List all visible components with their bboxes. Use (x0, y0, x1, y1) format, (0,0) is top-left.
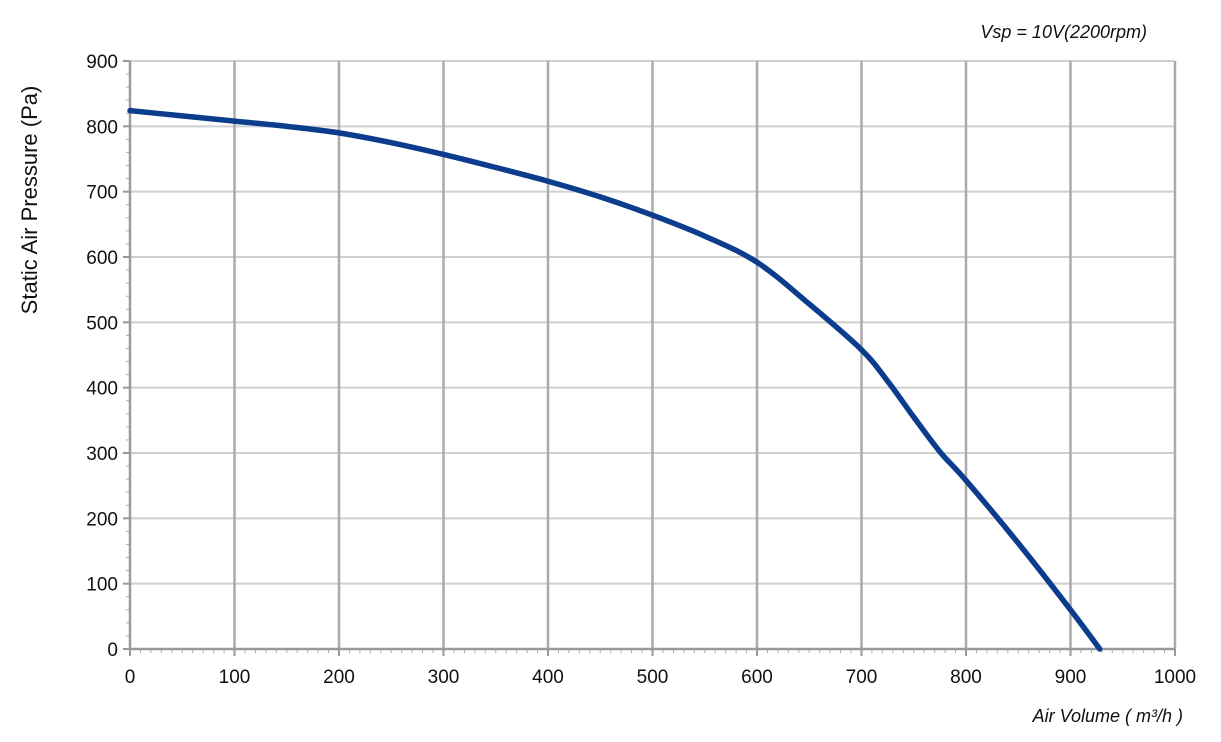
y-tick-labels: 0 100 200 300 400 500 600 700 800 900 (86, 52, 118, 661)
y-tick-label: 700 (86, 183, 118, 204)
y-tick-label: 500 (86, 313, 118, 334)
x-tick-label: 1000 (1154, 667, 1196, 688)
x-tick-label: 400 (532, 667, 564, 688)
x-tick-labels: 0 100 200 300 400 500 600 700 800 900 1000 (125, 667, 1196, 688)
y-tick-label: 900 (86, 52, 118, 73)
x-tick-label: 800 (950, 667, 982, 688)
y-tick-label: 600 (86, 248, 118, 269)
x-tick-label: 500 (637, 667, 669, 688)
y-tick-label: 200 (86, 509, 118, 530)
x-tick-label: 200 (323, 667, 355, 688)
x-tick-label: 900 (1055, 667, 1087, 688)
y-tick-label: 100 (86, 575, 118, 596)
series-layer (127, 107, 1103, 652)
vertical-gridlines (233, 61, 1177, 649)
x-tick-label: 300 (428, 667, 460, 688)
x-tick-label: 0 (125, 667, 136, 688)
axes (123, 60, 1176, 656)
x-tick-label: 600 (741, 667, 773, 688)
y-tick-label: 800 (86, 117, 118, 138)
y-tick-label: 300 (86, 444, 118, 465)
x-tick-label: 700 (846, 667, 878, 688)
y-tick-label: 400 (86, 379, 118, 400)
x-tick-label: 100 (219, 667, 251, 688)
minor-ticks (126, 60, 1176, 653)
x-axis-label: Air Volume ( m³/h ) (1032, 706, 1183, 726)
series-line (127, 107, 1103, 652)
y-axis-label: Static Air Pressure (Pa) (17, 86, 42, 315)
speed-annotation: Vsp = 10V(2200rpm) (980, 22, 1147, 42)
y-tick-label: 0 (107, 640, 118, 661)
